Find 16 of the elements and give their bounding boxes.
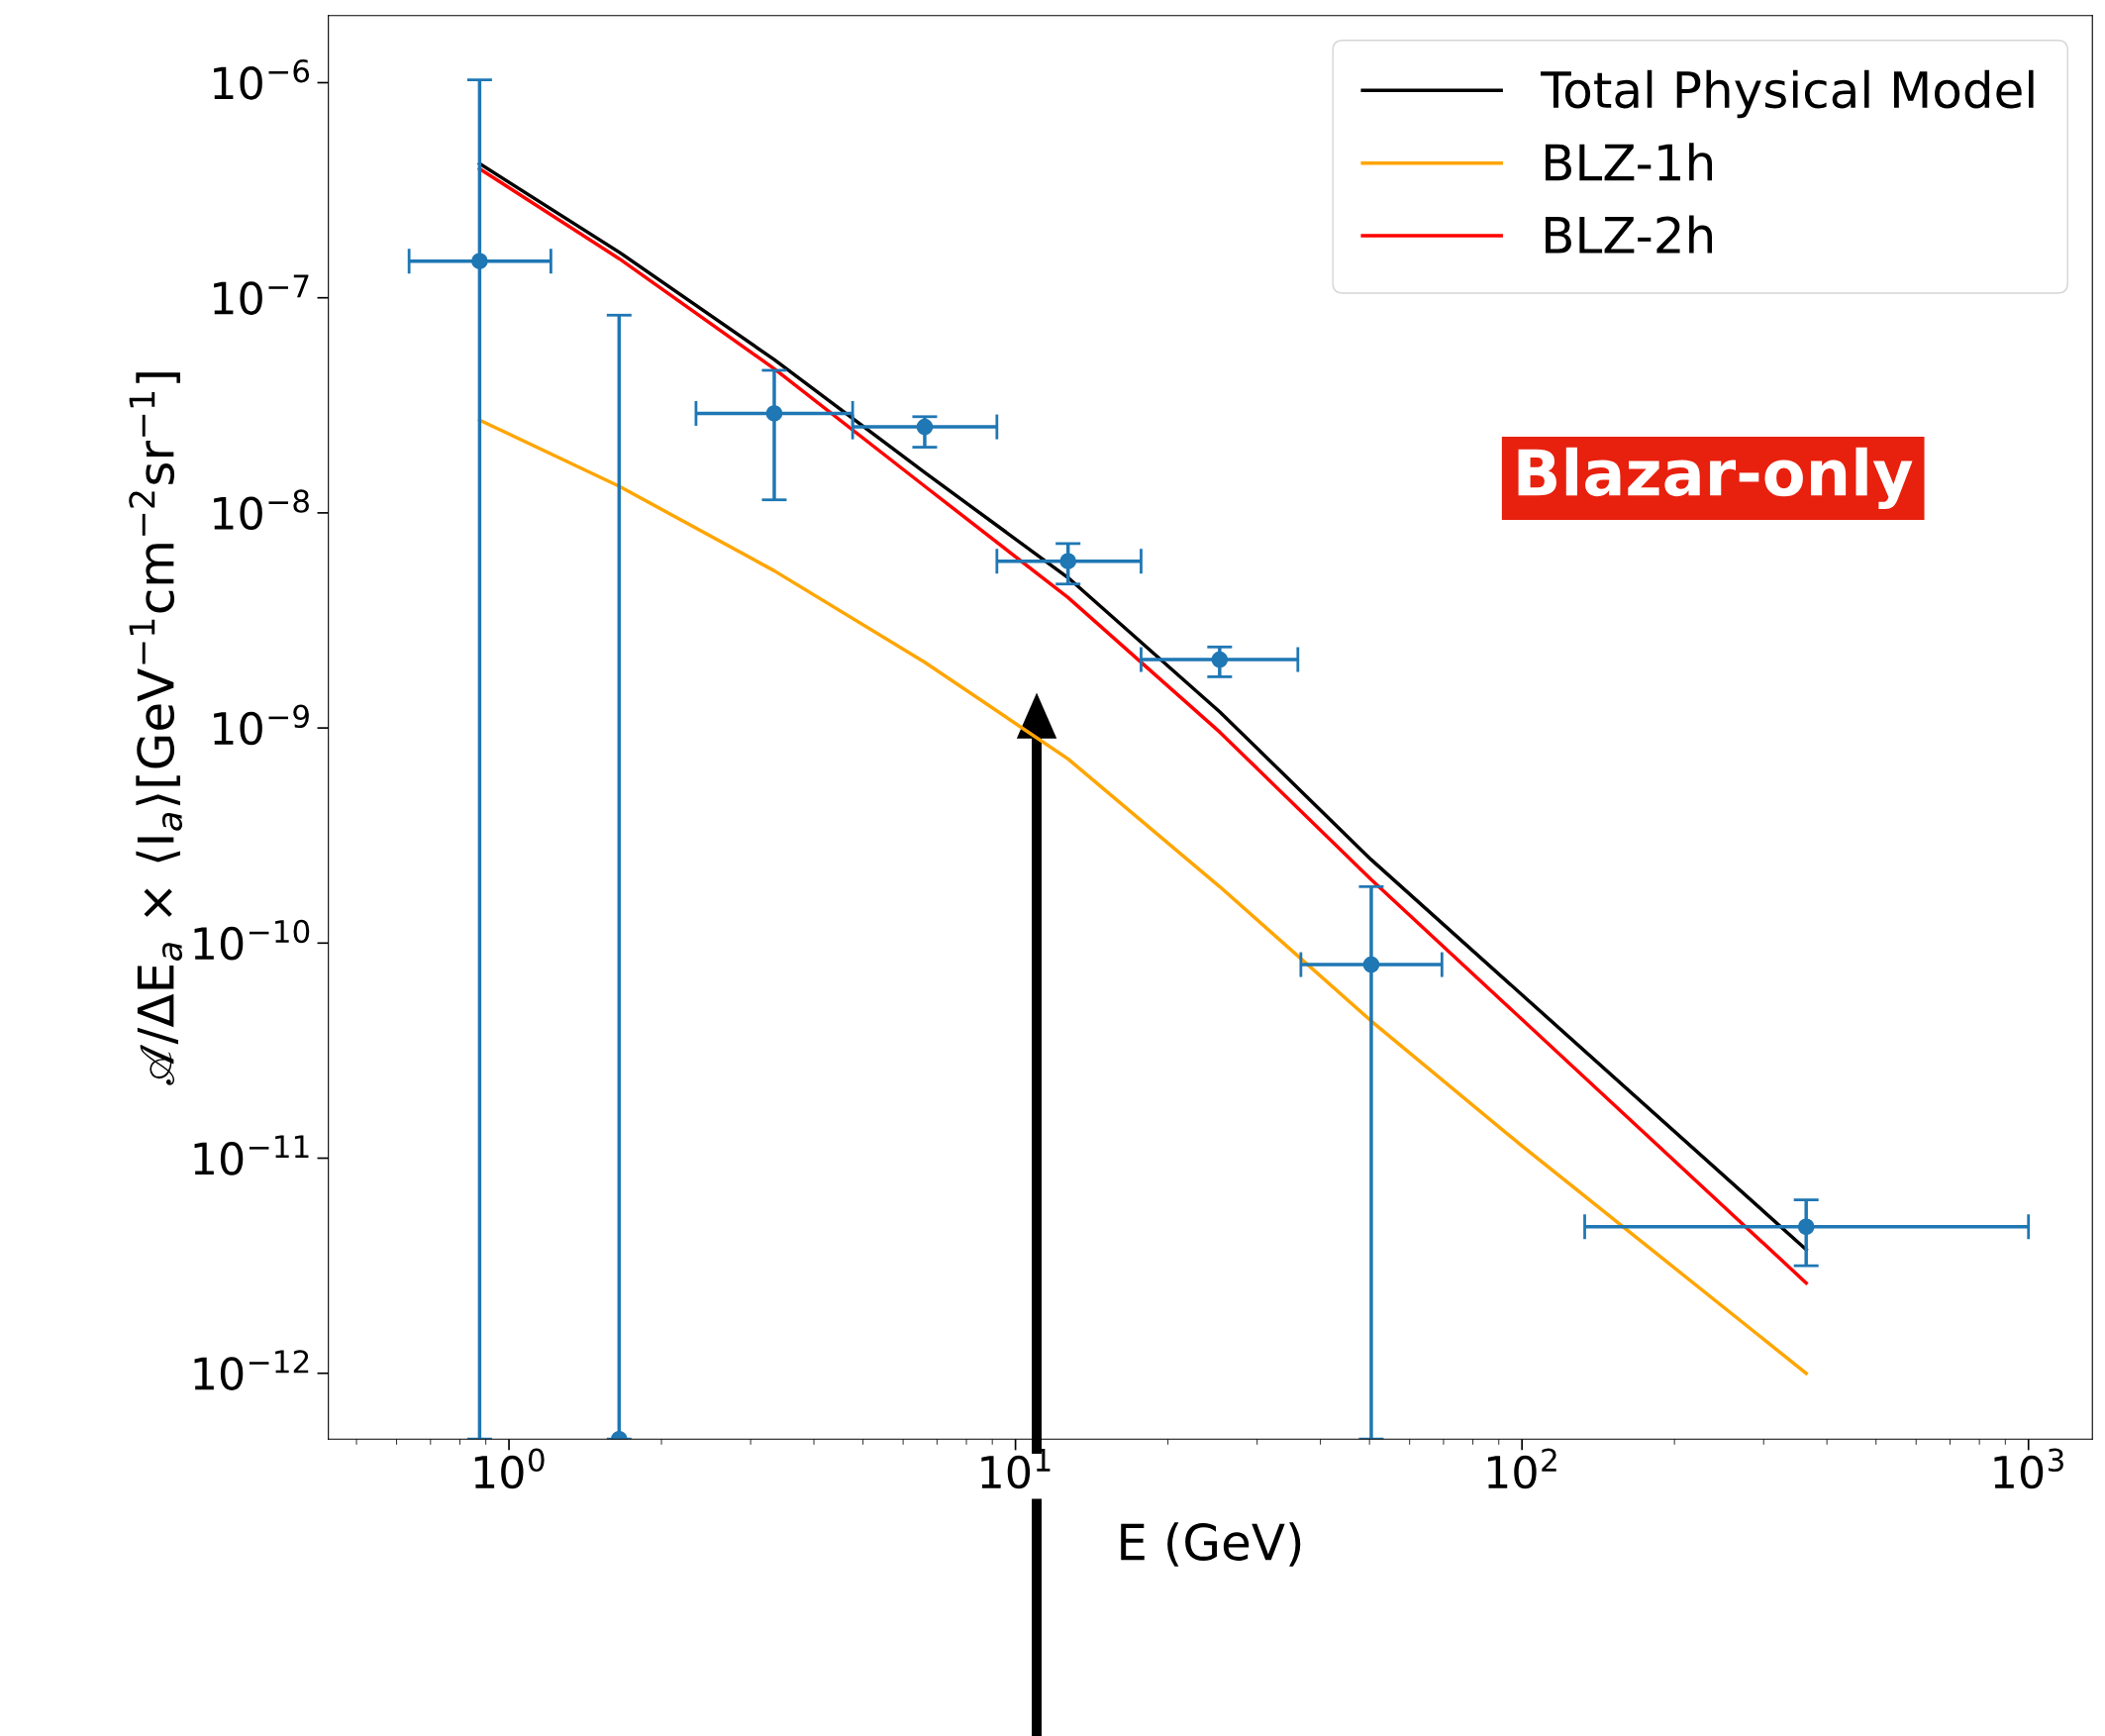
y-tick-label: 10$^{−8}$ [214,489,309,531]
y-tick-label: 10$^{−7}$ [214,274,309,315]
y-tick-label: 10$^{−9}$ [214,704,309,746]
y-tick-label: 10$^{−10}$ [194,919,310,961]
x-tick-label: 10$^{3}$ [1994,1448,2063,1489]
annotation: Blazar-only [1518,447,1913,510]
legend-label: BLZ-2h [1546,215,1713,254]
x-tick-label: 10$^{0}$ [474,1448,545,1489]
legend-label: BLZ-1h [1546,143,1713,181]
legend-label: Total Physical Model [1541,69,2034,119]
x-tick-label: 10$^{2}$ [1487,1448,1556,1489]
y-tick-label: 10$^{−6}$ [214,58,310,100]
x-axis-title: E (GeV) [1121,1522,1301,1567]
text: 𝒜/ΔE$_{a}$ × ⟨I$_{a}$⟩[GeV$^{−1}$cm$^{−2}$sr$^{−1}$] [129,372,183,1085]
y-tick-label: 10$^{−12}$ [194,1350,309,1390]
y-tick-label: 10$^{−11}$ [194,1135,309,1175]
